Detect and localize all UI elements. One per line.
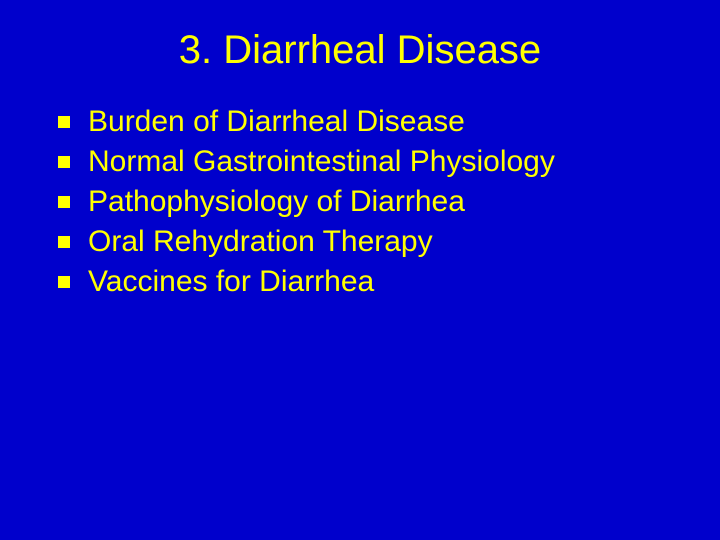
list-item: Pathophysiology of Diarrhea (58, 185, 680, 219)
bullet-text: Vaccines for Diarrhea (88, 265, 374, 299)
bullet-text: Oral Rehydration Therapy (88, 225, 433, 259)
square-bullet-icon (58, 276, 70, 288)
slide-container: 3. Diarrheal Disease Burden of Diarrheal… (0, 0, 720, 540)
bullet-text: Burden of Diarrheal Disease (88, 105, 465, 139)
list-item: Oral Rehydration Therapy (58, 225, 680, 259)
square-bullet-icon (58, 116, 70, 128)
bullet-text: Normal Gastrointestinal Physiology (88, 145, 555, 179)
square-bullet-icon (58, 196, 70, 208)
bullet-list: Burden of Diarrheal Disease Normal Gastr… (40, 105, 680, 299)
list-item: Vaccines for Diarrhea (58, 265, 680, 299)
slide-title: 3. Diarrheal Disease (40, 28, 680, 73)
bullet-text: Pathophysiology of Diarrhea (88, 185, 465, 219)
square-bullet-icon (58, 236, 70, 248)
square-bullet-icon (58, 156, 70, 168)
list-item: Burden of Diarrheal Disease (58, 105, 680, 139)
list-item: Normal Gastrointestinal Physiology (58, 145, 680, 179)
